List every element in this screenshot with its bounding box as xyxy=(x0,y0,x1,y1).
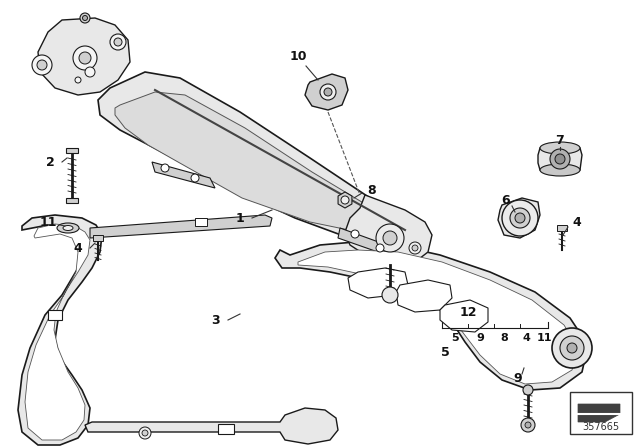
Bar xyxy=(195,218,207,226)
Circle shape xyxy=(525,422,531,428)
Polygon shape xyxy=(85,408,338,444)
Circle shape xyxy=(73,46,97,70)
Text: 12: 12 xyxy=(460,306,477,319)
Bar xyxy=(218,424,234,434)
Bar xyxy=(48,310,62,320)
Circle shape xyxy=(550,149,570,169)
Text: 357665: 357665 xyxy=(582,422,620,432)
Polygon shape xyxy=(298,250,578,384)
Polygon shape xyxy=(66,198,78,203)
Text: 3: 3 xyxy=(211,314,220,327)
Text: 8: 8 xyxy=(368,184,376,197)
Ellipse shape xyxy=(57,223,79,233)
Ellipse shape xyxy=(63,225,73,231)
Circle shape xyxy=(560,336,584,360)
Circle shape xyxy=(37,60,47,70)
Text: 4: 4 xyxy=(522,333,530,343)
Polygon shape xyxy=(578,404,620,422)
Circle shape xyxy=(382,287,398,303)
Text: 2: 2 xyxy=(45,155,54,168)
Circle shape xyxy=(114,38,122,46)
Circle shape xyxy=(552,328,592,368)
Polygon shape xyxy=(396,280,452,312)
Polygon shape xyxy=(275,242,588,390)
Polygon shape xyxy=(38,18,130,95)
Polygon shape xyxy=(338,228,395,258)
Circle shape xyxy=(376,244,384,252)
Text: 10: 10 xyxy=(289,49,307,63)
Text: 11: 11 xyxy=(536,333,552,343)
Circle shape xyxy=(161,164,169,172)
Circle shape xyxy=(502,200,538,236)
Circle shape xyxy=(32,55,52,75)
Circle shape xyxy=(383,231,397,245)
Circle shape xyxy=(376,224,404,252)
Text: 5: 5 xyxy=(451,333,459,343)
Circle shape xyxy=(79,52,91,64)
Circle shape xyxy=(409,242,421,254)
Ellipse shape xyxy=(540,164,580,176)
Circle shape xyxy=(341,196,349,204)
Circle shape xyxy=(412,245,418,251)
Text: 6: 6 xyxy=(502,194,510,207)
Polygon shape xyxy=(25,224,90,440)
Polygon shape xyxy=(338,192,352,208)
Polygon shape xyxy=(345,195,432,265)
Polygon shape xyxy=(440,300,488,332)
Text: 4: 4 xyxy=(573,215,581,228)
Text: 5: 5 xyxy=(440,345,449,358)
Circle shape xyxy=(521,418,535,432)
Polygon shape xyxy=(93,235,103,241)
Circle shape xyxy=(555,154,565,164)
Circle shape xyxy=(567,343,577,353)
Circle shape xyxy=(83,16,88,21)
Circle shape xyxy=(515,213,525,223)
Polygon shape xyxy=(18,215,102,445)
Text: 11: 11 xyxy=(39,215,57,228)
Circle shape xyxy=(85,67,95,77)
Circle shape xyxy=(523,385,533,395)
Text: 9: 9 xyxy=(514,371,522,384)
Circle shape xyxy=(110,34,126,50)
Text: 4: 4 xyxy=(74,241,83,254)
Polygon shape xyxy=(98,72,418,248)
Polygon shape xyxy=(305,74,348,110)
Bar xyxy=(570,392,632,434)
Circle shape xyxy=(510,208,530,228)
Circle shape xyxy=(324,88,332,96)
Polygon shape xyxy=(90,215,272,238)
Circle shape xyxy=(139,427,151,439)
Circle shape xyxy=(320,84,336,100)
Circle shape xyxy=(142,430,148,436)
Polygon shape xyxy=(557,225,567,231)
Polygon shape xyxy=(498,198,540,238)
Ellipse shape xyxy=(540,142,580,154)
Polygon shape xyxy=(152,162,215,188)
Text: 7: 7 xyxy=(556,134,564,146)
Polygon shape xyxy=(115,92,398,236)
Circle shape xyxy=(351,230,359,238)
Circle shape xyxy=(191,174,199,182)
Polygon shape xyxy=(538,148,582,170)
Text: 1: 1 xyxy=(236,211,244,224)
Circle shape xyxy=(75,77,81,83)
Text: 9: 9 xyxy=(476,333,484,343)
Polygon shape xyxy=(66,148,78,153)
Text: 8: 8 xyxy=(500,333,508,343)
Circle shape xyxy=(80,13,90,23)
Polygon shape xyxy=(348,268,408,298)
